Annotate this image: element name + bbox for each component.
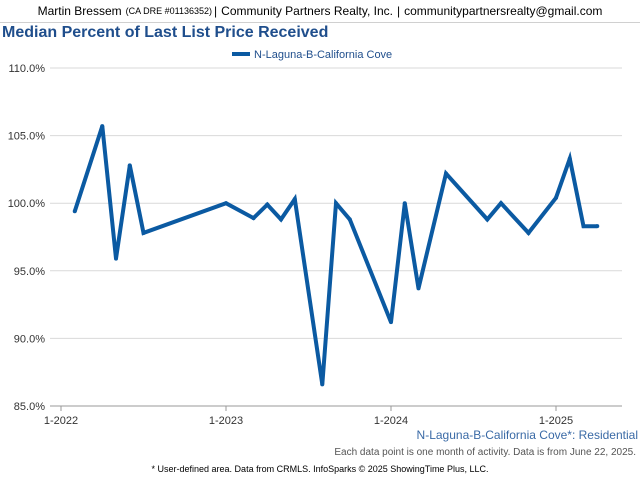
data-point[interactable] [554,195,558,200]
y-tick-label: 85.0% [14,401,45,413]
header-separator-2: | [397,4,401,18]
data-point[interactable] [595,224,600,229]
header-separator: | [214,4,218,18]
agent-header: Martin Bressem (CA DRE #01136352) | Comm… [0,0,640,23]
data-point[interactable] [265,202,270,207]
data-point[interactable] [499,201,503,206]
agent-name: Martin Bressem [37,4,122,18]
x-tick-label: 1-2024 [374,415,408,427]
data-point[interactable] [581,224,586,229]
chart-title: Median Percent of Last List Price Receiv… [2,24,329,41]
data-point[interactable] [567,156,572,161]
data-point[interactable] [224,201,228,206]
area-label: N-Laguna-B-California Cove*: Residential [417,428,638,442]
data-point[interactable] [402,201,407,206]
footnote: * User-defined area. Data from CRMLS. In… [151,464,489,474]
series-line [72,125,598,385]
legend-label: N-Laguna-B-California Cove [254,49,392,61]
x-tick-label: 1-2022 [44,415,78,427]
data-point[interactable] [141,230,146,235]
agent-license: (CA DRE #01136352) [125,6,213,16]
legend: N-Laguna-B-California Cove [232,49,392,61]
y-tick-label: 100.0% [8,198,46,210]
data-note: Each data point is one month of activity… [334,447,636,458]
company-name: Community Partners Realty, Inc. [221,4,393,18]
data-point[interactable] [279,217,283,222]
data-point[interactable] [114,256,118,261]
series-layer [72,124,600,387]
agent-email[interactable]: communitypartnersrealty@gmail.com [404,4,603,18]
axis-layer: 110.0% 105.0% 100.0% 95.0% 90.0% 85.0% 1-2022 1… [8,63,622,427]
data-point[interactable] [526,230,531,235]
grid-layer [50,67,622,407]
data-point[interactable] [251,216,256,221]
data-point[interactable] [127,163,132,168]
data-point[interactable] [389,320,393,325]
data-point[interactable] [334,201,338,206]
data-point[interactable] [320,382,325,387]
data-point[interactable] [485,217,490,222]
data-point[interactable] [444,171,448,176]
data-point[interactable] [72,209,77,214]
y-tick-label: 110.0% [9,63,46,75]
data-point[interactable] [416,286,421,291]
y-tick-label: 90.0% [14,333,45,345]
data-point[interactable] [347,217,352,222]
data-point[interactable] [100,124,105,129]
x-tick-label: 1-2023 [209,415,243,427]
x-tick-label: 1-2025 [539,415,573,427]
data-point[interactable] [292,197,297,202]
y-tick-label: 105.0% [8,131,46,143]
y-tick-label: 95.0% [14,266,45,278]
